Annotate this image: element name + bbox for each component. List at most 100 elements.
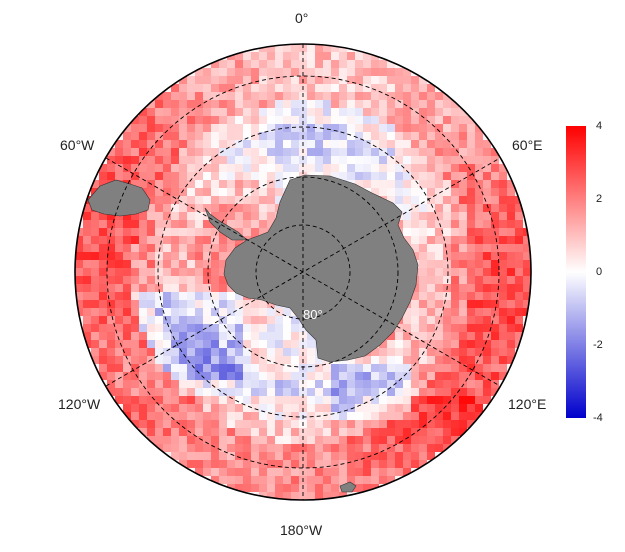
anomaly-cell [315, 124, 323, 132]
anomaly-cell [163, 428, 171, 436]
anomaly-cell [227, 420, 235, 428]
anomaly-cell [379, 164, 387, 172]
anomaly-cell [259, 52, 267, 60]
anomaly-cell [483, 196, 491, 204]
anomaly-cell [515, 300, 523, 308]
anomaly-cell [395, 444, 403, 452]
anomaly-cell [107, 236, 115, 244]
anomaly-cell [355, 156, 363, 164]
anomaly-cell [275, 172, 283, 180]
anomaly-cell [147, 196, 155, 204]
anomaly-cell [347, 124, 355, 132]
anomaly-cell [163, 364, 171, 372]
anomaly-cell [171, 164, 179, 172]
anomaly-cell [427, 396, 435, 404]
anomaly-cell [251, 476, 259, 484]
anomaly-cell [283, 140, 291, 148]
anomaly-cell [163, 148, 171, 156]
anomaly-cell [435, 324, 443, 332]
anomaly-cell [195, 300, 203, 308]
anomaly-cell [427, 324, 435, 332]
anomaly-cell [99, 340, 107, 348]
anomaly-cell [435, 164, 443, 172]
latitude-label-80: 80° [303, 307, 323, 322]
anomaly-cell [291, 420, 299, 428]
anomaly-cell [459, 388, 467, 396]
anomaly-cell [131, 252, 139, 260]
anomaly-cell [467, 372, 475, 380]
anomaly-cell [83, 212, 91, 220]
anomaly-cell [227, 364, 235, 372]
anomaly-cell [163, 404, 171, 412]
anomaly-cell [379, 84, 387, 92]
anomaly-cell [483, 204, 491, 212]
anomaly-cell [291, 332, 299, 340]
anomaly-cell [307, 156, 315, 164]
anomaly-cell [187, 244, 195, 252]
anomaly-cell [387, 196, 395, 204]
anomaly-cell [187, 236, 195, 244]
anomaly-cell [459, 276, 467, 284]
anomaly-cell [211, 236, 219, 244]
anomaly-cell [395, 140, 403, 148]
anomaly-cell [259, 420, 267, 428]
anomaly-cell [171, 324, 179, 332]
anomaly-cell [371, 156, 379, 164]
anomaly-cell [315, 420, 323, 428]
anomaly-cell [411, 188, 419, 196]
anomaly-cell [467, 236, 475, 244]
anomaly-cell [211, 468, 219, 476]
anomaly-cell [179, 372, 187, 380]
anomaly-cell [283, 476, 291, 484]
anomaly-cell [403, 116, 411, 124]
anomaly-cell [131, 420, 139, 428]
anomaly-cell [459, 236, 467, 244]
anomaly-cell [267, 324, 275, 332]
anomaly-cell [267, 124, 275, 132]
anomaly-cell [347, 164, 355, 172]
anomaly-cell [507, 332, 515, 340]
anomaly-cell [259, 100, 267, 108]
anomaly-cell [251, 396, 259, 404]
anomaly-cell [339, 476, 347, 484]
anomaly-cell [259, 332, 267, 340]
anomaly-cell [235, 380, 243, 388]
anomaly-cell [99, 356, 107, 364]
anomaly-cell [315, 404, 323, 412]
anomaly-cell [435, 276, 443, 284]
anomaly-cell [91, 316, 99, 324]
anomaly-cell [139, 364, 147, 372]
anomaly-cell [91, 252, 99, 260]
anomaly-cell [523, 252, 531, 260]
anomaly-cell [91, 268, 99, 276]
anomaly-cell [163, 228, 171, 236]
anomaly-cell [235, 108, 243, 116]
anomaly-cell [219, 132, 227, 140]
anomaly-cell [227, 332, 235, 340]
anomaly-cell [211, 340, 219, 348]
anomaly-cell [227, 308, 235, 316]
anomaly-cell [291, 124, 299, 132]
anomaly-cell [331, 372, 339, 380]
anomaly-cell [163, 220, 171, 228]
anomaly-cell [363, 140, 371, 148]
anomaly-cell [187, 284, 195, 292]
colorbar-tick-neg2: -2 [593, 339, 603, 351]
anomaly-cell [475, 244, 483, 252]
anomaly-cell [411, 244, 419, 252]
anomaly-cell [163, 172, 171, 180]
anomaly-cell [243, 476, 251, 484]
anomaly-cell [411, 236, 419, 244]
anomaly-cell [331, 148, 339, 156]
anomaly-cell [443, 148, 451, 156]
anomaly-cell [275, 476, 283, 484]
anomaly-cell [363, 124, 371, 132]
anomaly-cell [243, 212, 251, 220]
anomaly-cell [355, 452, 363, 460]
anomaly-cell [483, 180, 491, 188]
anomaly-cell [91, 244, 99, 252]
colorbar-tick-neg4: -4 [593, 412, 603, 424]
anomaly-cell [115, 308, 123, 316]
anomaly-cell [395, 100, 403, 108]
anomaly-cell [499, 372, 507, 380]
